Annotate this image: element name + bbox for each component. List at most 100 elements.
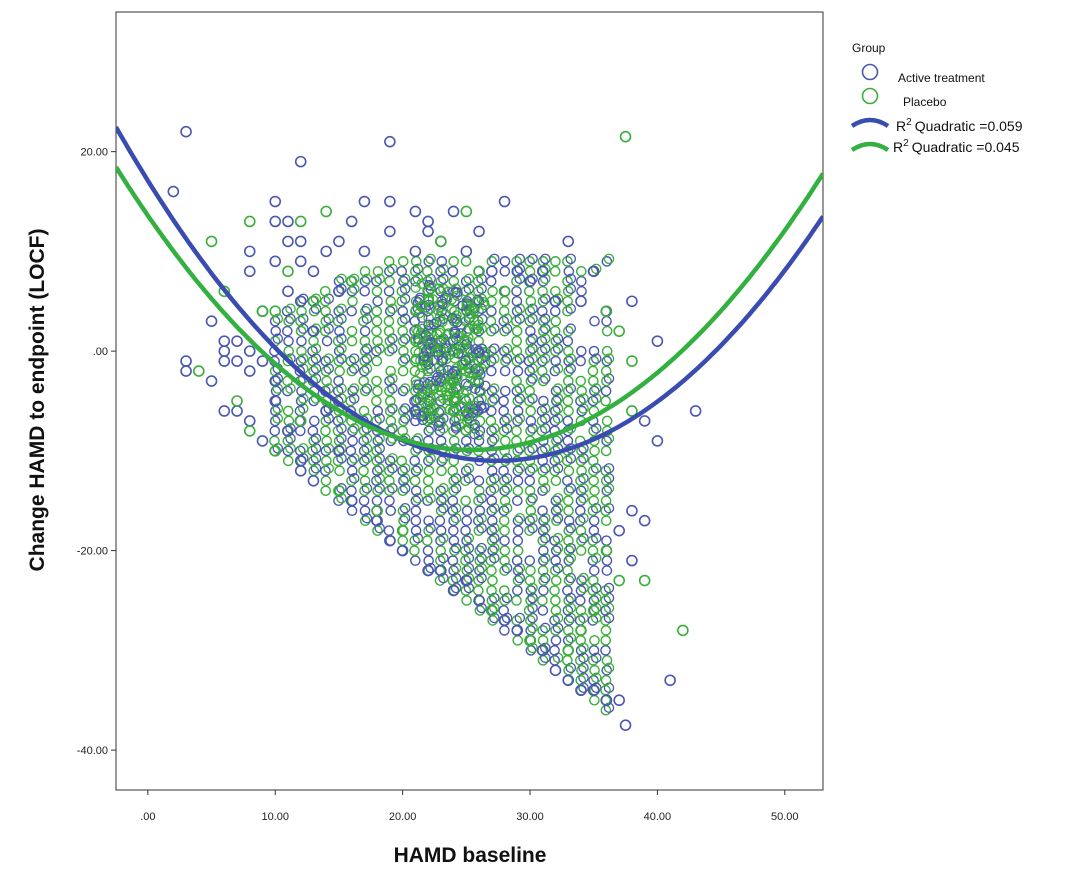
dense-point — [399, 333, 411, 344]
dense-point — [307, 345, 318, 357]
active-point — [256, 435, 269, 447]
dense-point — [336, 333, 347, 344]
legend-line-placebo — [850, 141, 890, 152]
dense-point — [486, 385, 498, 397]
dense-point — [282, 445, 294, 457]
active-point — [358, 245, 371, 258]
dense-point — [473, 475, 485, 487]
dense-point — [383, 285, 395, 297]
dense-point — [399, 353, 411, 364]
dense-point — [538, 475, 549, 487]
dense-point — [512, 525, 524, 536]
dense-point — [285, 303, 296, 314]
dense-point — [361, 273, 373, 285]
dense-point — [575, 345, 587, 357]
dense-point — [397, 505, 409, 517]
dense-point — [525, 505, 537, 517]
dense-point — [563, 505, 574, 517]
dense-point — [540, 333, 551, 344]
placebo-point — [193, 365, 205, 377]
dense-point — [578, 492, 589, 504]
legend-fit-placebo: R2 Quadratic =0.045 — [893, 138, 1020, 155]
dense-point — [511, 355, 523, 367]
dense-point — [374, 413, 385, 424]
dense-point — [578, 582, 589, 594]
active-point — [422, 564, 434, 577]
dense-point — [435, 495, 447, 507]
dense-point — [525, 595, 536, 606]
dense-point — [417, 338, 428, 350]
dense-point — [525, 585, 537, 596]
dense-point — [348, 423, 360, 434]
dense-point — [540, 293, 551, 305]
active-point — [345, 494, 358, 507]
dense-point — [562, 295, 573, 307]
dense-point — [359, 475, 371, 487]
dense-point — [511, 345, 523, 357]
dense-point — [575, 485, 587, 497]
dense-point — [552, 403, 564, 414]
dense-point — [425, 453, 436, 464]
placebo-point — [243, 425, 256, 437]
dense-point — [538, 515, 549, 526]
dense-point — [414, 368, 426, 379]
dense-point — [540, 463, 551, 474]
legend-title: Group — [852, 41, 886, 55]
dense-point — [359, 505, 371, 517]
dense-point — [475, 400, 487, 412]
dense-point — [563, 405, 574, 417]
dense-point — [473, 495, 484, 507]
dense-point — [417, 299, 429, 311]
active-point — [269, 255, 282, 268]
dense-point — [298, 393, 309, 404]
dense-point — [575, 475, 586, 487]
dense-point — [588, 575, 599, 586]
x-tick-label: 20.00 — [389, 811, 417, 823]
active-point — [613, 694, 625, 707]
dense-point — [296, 335, 307, 347]
y-tick-label: -20.00 — [77, 546, 108, 558]
dense-point — [538, 585, 549, 596]
dense-point — [463, 422, 475, 434]
dense-point — [348, 283, 360, 295]
dense-point — [527, 512, 538, 524]
dense-point — [514, 413, 526, 424]
dense-point — [550, 495, 562, 507]
dense-point — [435, 395, 446, 407]
dense-point — [360, 305, 371, 317]
dense-point — [587, 655, 599, 666]
dense-point — [336, 492, 347, 504]
dense-point — [487, 575, 498, 586]
active-point — [384, 225, 396, 238]
dense-point — [552, 612, 564, 624]
dense-point — [307, 355, 319, 367]
dense-point — [527, 602, 538, 614]
dense-point — [575, 605, 587, 616]
dense-point — [371, 445, 382, 457]
dense-point — [525, 415, 537, 427]
dense-point — [575, 395, 586, 407]
dense-point — [448, 565, 459, 576]
dense-point — [524, 315, 536, 327]
dense-point — [591, 353, 602, 364]
dense-point — [540, 313, 551, 324]
active-point — [384, 135, 396, 148]
dense-point — [511, 325, 523, 337]
dense-point — [399, 512, 411, 524]
dense-point — [359, 285, 371, 297]
dense-point-cloud — [269, 253, 615, 716]
dense-point — [591, 393, 602, 404]
active-point — [167, 185, 180, 198]
dense-point — [514, 463, 526, 474]
dense-point — [460, 435, 472, 447]
dense-point — [450, 287, 461, 298]
fit-line-active — [116, 125, 823, 464]
dense-point — [498, 395, 509, 407]
dense-point — [410, 276, 421, 287]
active-point — [307, 474, 320, 487]
dense-point — [333, 375, 344, 387]
dense-point — [589, 485, 600, 497]
dense-point — [416, 388, 428, 399]
dense-point — [512, 465, 524, 477]
dense-point — [514, 562, 526, 574]
